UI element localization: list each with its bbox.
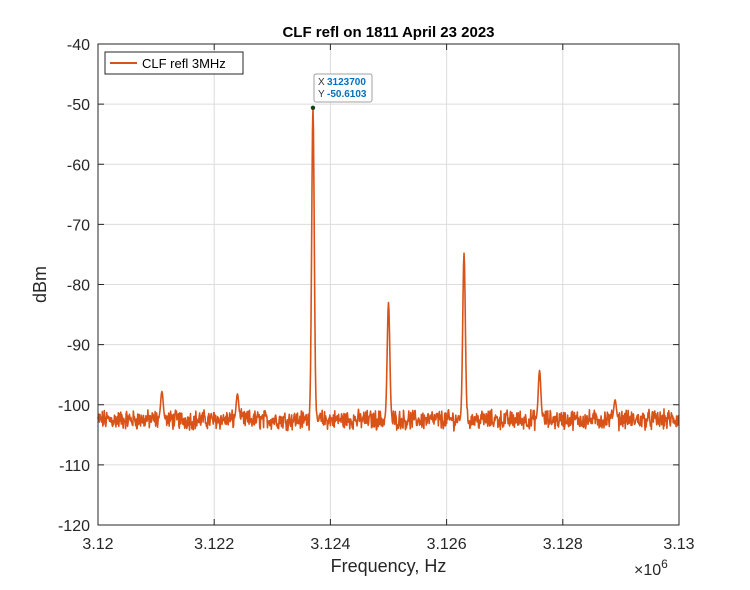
- y-tick-label: -110: [59, 458, 90, 475]
- x-tick-labels: 3.12 3.122 3.124 3.126 3.128 3.13: [82, 536, 694, 553]
- y-tick-label: -120: [58, 518, 90, 535]
- y-tick-label: -90: [67, 338, 90, 355]
- x-exponent-power: 6: [661, 557, 668, 571]
- x-axis-exponent: ×106: [634, 557, 668, 579]
- x-tick-label: 3.13: [663, 536, 694, 553]
- peak-point: [387, 301, 390, 304]
- peak-point: [463, 252, 465, 254]
- legend-box[interactable]: [104, 51, 244, 75]
- x-tick-label: 3.12: [82, 536, 113, 553]
- datatip-x-label: X: [318, 77, 325, 88]
- datatip[interactable]: X 3123700 Y -50.6103: [310, 73, 373, 110]
- datatip-x-value: 3123700: [327, 77, 366, 88]
- legend[interactable]: CLF refl 3MHz: [104, 51, 244, 75]
- y-tick-label: -40: [67, 37, 90, 54]
- datatip-y-value: -50.6103: [327, 89, 367, 100]
- peak-point: [236, 393, 239, 395]
- y-tick-label: -100: [58, 398, 90, 415]
- y-tick-label: -60: [67, 157, 90, 174]
- datatip-box[interactable]: [313, 73, 373, 103]
- peak-point: [614, 399, 616, 401]
- y-tick-label: -80: [67, 278, 90, 295]
- datatip-marker[interactable]: [310, 105, 316, 110]
- x-tick-label: 3.122: [194, 536, 234, 553]
- legend-label-clf-refl-3mhz: CLF refl 3MHz: [142, 56, 226, 71]
- y-tick-label: -50: [67, 97, 90, 114]
- x-tick-label: 3.126: [427, 536, 467, 553]
- y-tick-labels: -40 -50 -60 -70 -80 -90 -100 -110 -120: [58, 37, 90, 535]
- x-axis-label: Frequency, Hz: [331, 556, 447, 576]
- chart-title: CLF refl on 1811 April 23 2023: [282, 24, 494, 41]
- y-axis-label: dBm: [30, 266, 50, 303]
- peak-point: [161, 390, 163, 393]
- y-tick-label: -70: [67, 217, 90, 234]
- tick-marks: [97, 43, 680, 526]
- peak-point: [538, 369, 541, 372]
- x-tick-label: 3.124: [310, 536, 350, 553]
- datatip-y-label: Y: [318, 89, 325, 100]
- x-exponent-base: ×10: [634, 562, 661, 579]
- x-tick-label: 3.128: [543, 536, 583, 553]
